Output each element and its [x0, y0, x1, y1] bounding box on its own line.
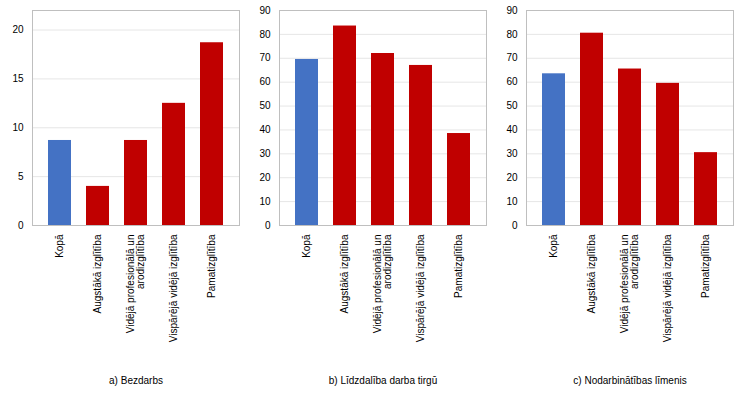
svg-text:Augstākā izglītība: Augstākā izglītība — [339, 234, 350, 313]
svg-text:a) Bezdarbs: a) Bezdarbs — [109, 375, 163, 386]
svg-text:b) Līdzdalība darba tirgū: b) Līdzdalība darba tirgū — [329, 375, 437, 386]
svg-text:60: 60 — [506, 76, 518, 87]
svg-text:Vidējā profesionālā unarodizgl: Vidējā profesionālā unarodizglītība — [619, 234, 640, 333]
svg-text:80: 80 — [506, 29, 518, 40]
svg-text:Vidējā profesionālā unarodizgl: Vidējā profesionālā unarodizglītība — [372, 234, 393, 333]
svg-text:Augstākā izglītība: Augstākā izglītība — [92, 234, 103, 313]
svg-text:10: 10 — [259, 196, 271, 207]
svg-text:90: 90 — [506, 5, 518, 16]
svg-text:70: 70 — [259, 52, 271, 63]
svg-text:0: 0 — [18, 220, 24, 231]
svg-text:10: 10 — [12, 122, 24, 133]
svg-text:Pamatizglītība: Pamatizglītība — [206, 234, 217, 298]
svg-text:70: 70 — [506, 52, 518, 63]
svg-text:Vispārējā vidējā izglītība: Vispārējā vidējā izglītība — [168, 234, 179, 342]
svg-text:Pamatizglītība: Pamatizglītība — [700, 234, 711, 298]
svg-text:50: 50 — [259, 100, 271, 111]
svg-text:40: 40 — [259, 124, 271, 135]
svg-text:5: 5 — [18, 171, 24, 182]
svg-text:Kopā: Kopā — [54, 234, 65, 258]
svg-text:40: 40 — [506, 124, 518, 135]
svg-text:90: 90 — [259, 5, 271, 16]
svg-text:15: 15 — [12, 73, 24, 84]
svg-text:20: 20 — [259, 172, 271, 183]
svg-text:20: 20 — [506, 172, 518, 183]
svg-text:0: 0 — [265, 220, 271, 231]
svg-text:20: 20 — [12, 24, 24, 35]
svg-text:c) Nodarbinātības līmenis: c) Nodarbinātības līmenis — [573, 375, 686, 386]
svg-text:Vispārējā vidējā izglītība: Vispārējā vidējā izglītība — [662, 234, 673, 342]
svg-text:Augstākā izglītība: Augstākā izglītība — [586, 234, 597, 313]
svg-text:Vidējā profesionālā unarodizgl: Vidējā profesionālā unarodizglītība — [125, 234, 146, 333]
svg-text:Kopā: Kopā — [548, 234, 559, 258]
svg-text:0: 0 — [512, 220, 518, 231]
svg-text:60: 60 — [259, 76, 271, 87]
svg-text:Pamatizglītība: Pamatizglītība — [453, 234, 464, 298]
svg-text:Vispārējā vidējā izglītība: Vispārējā vidējā izglītība — [415, 234, 426, 342]
svg-text:50: 50 — [506, 100, 518, 111]
svg-text:10: 10 — [506, 196, 518, 207]
svg-text:Kopā: Kopā — [301, 234, 312, 258]
svg-text:30: 30 — [506, 148, 518, 159]
svg-text:80: 80 — [259, 29, 271, 40]
svg-text:30: 30 — [259, 148, 271, 159]
